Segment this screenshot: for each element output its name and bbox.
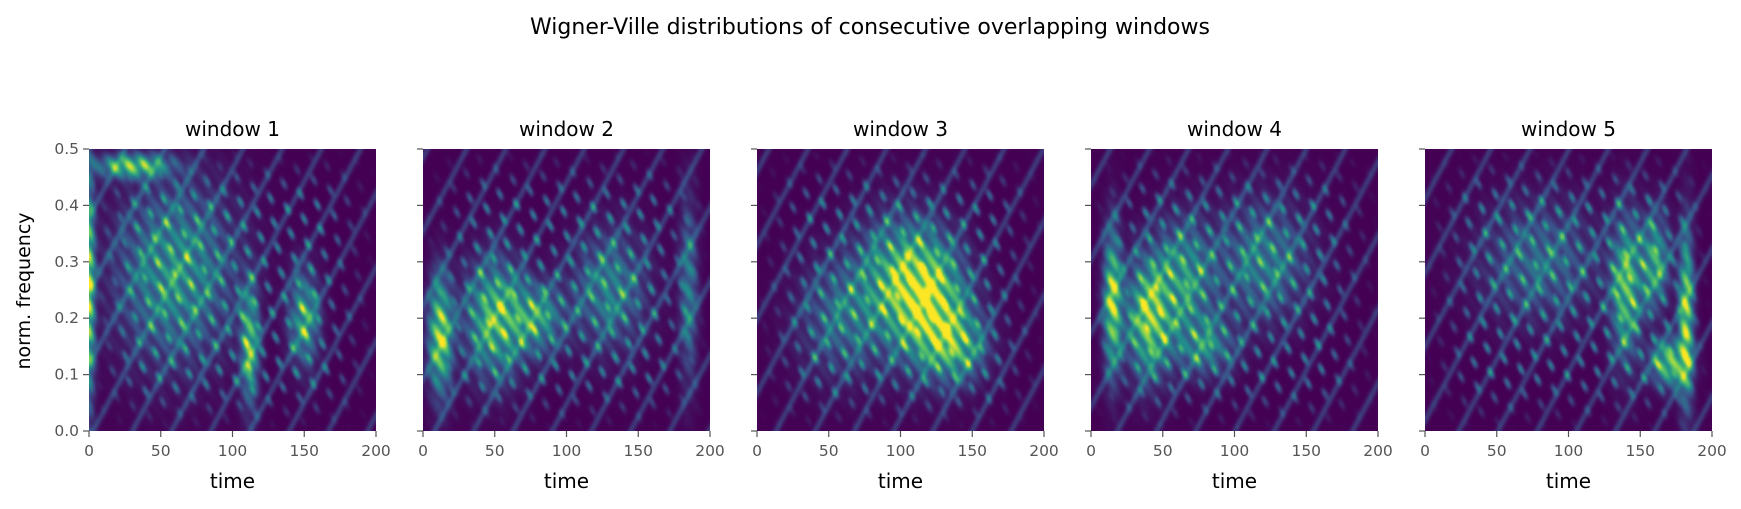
panel-title: window 3 (853, 117, 948, 141)
y-tick-label: 0.4 (54, 196, 79, 214)
heatmap-image (1425, 149, 1712, 431)
x-tick-label: 100 (218, 442, 248, 460)
x-tick-label: 150 (289, 442, 319, 460)
x-tick-label: 200 (1029, 442, 1059, 460)
x-tick-label: 100 (1554, 442, 1584, 460)
x-tick-label: 200 (1363, 442, 1393, 460)
x-tick-label: 50 (1153, 442, 1173, 460)
panel-title: window 5 (1521, 117, 1616, 141)
x-tick-label: 200 (695, 442, 725, 460)
figure-title: Wigner-Ville distributions of consecutiv… (530, 15, 1210, 40)
x-tick-label: 50 (1487, 442, 1507, 460)
x-tick-label: 150 (1291, 442, 1321, 460)
panel-title: window 4 (1187, 117, 1282, 141)
panel-1: window 1 0 50 100 150 200 time 0.0 0.1 0.2 0.3 0.4 0… (54, 117, 390, 493)
x-tick-label: 100 (886, 442, 916, 460)
y-tick-label: 0.2 (54, 309, 79, 327)
heatmap-image (1091, 149, 1378, 431)
heatmap-image (89, 149, 376, 431)
y-tick-label: 0.1 (54, 366, 79, 384)
x-axis-label: time (878, 469, 923, 493)
y-tick-label: 0.5 (54, 140, 79, 158)
x-tick-label: 50 (151, 442, 171, 460)
x-tick-label: 50 (819, 442, 839, 460)
x-tick-label: 150 (623, 442, 653, 460)
y-tick-label: 0.3 (54, 253, 79, 271)
panel-4: window 4 0 50 100 150 200 time (1085, 117, 1393, 493)
x-axis-label: time (210, 469, 255, 493)
panel-title: window 1 (185, 117, 280, 141)
y-tick-label: 0.0 (54, 422, 79, 440)
x-tick-label: 150 (957, 442, 987, 460)
x-tick-label: 0 (1420, 442, 1430, 460)
x-tick-label: 100 (1220, 442, 1250, 460)
y-axis-label: norm. frequency (13, 212, 35, 369)
panels: window 1 0 50 100 150 200 time 0.0 0.1 0.2 0.3 0.4 0… (54, 117, 1726, 493)
heatmap-image (757, 149, 1044, 431)
x-tick-label: 100 (552, 442, 582, 460)
x-tick-label: 0 (752, 442, 762, 460)
x-tick-label: 50 (485, 442, 505, 460)
panel-3: window 3 0 50 100 150 200 time (751, 117, 1059, 493)
panel-5: window 5 0 50 100 150 200 time (1419, 117, 1727, 493)
x-axis-label: time (1546, 469, 1591, 493)
x-tick-label: 0 (418, 442, 428, 460)
heatmap-image (423, 149, 710, 431)
panel-title: window 2 (519, 117, 614, 141)
x-tick-label: 200 (361, 442, 391, 460)
x-tick-label: 200 (1697, 442, 1727, 460)
x-axis-label: time (544, 469, 589, 493)
x-tick-label: 0 (1086, 442, 1096, 460)
x-tick-label: 0 (84, 442, 94, 460)
panel-2: window 2 0 50 100 150 200 time (417, 117, 725, 493)
x-tick-label: 150 (1625, 442, 1655, 460)
x-axis-label: time (1212, 469, 1257, 493)
